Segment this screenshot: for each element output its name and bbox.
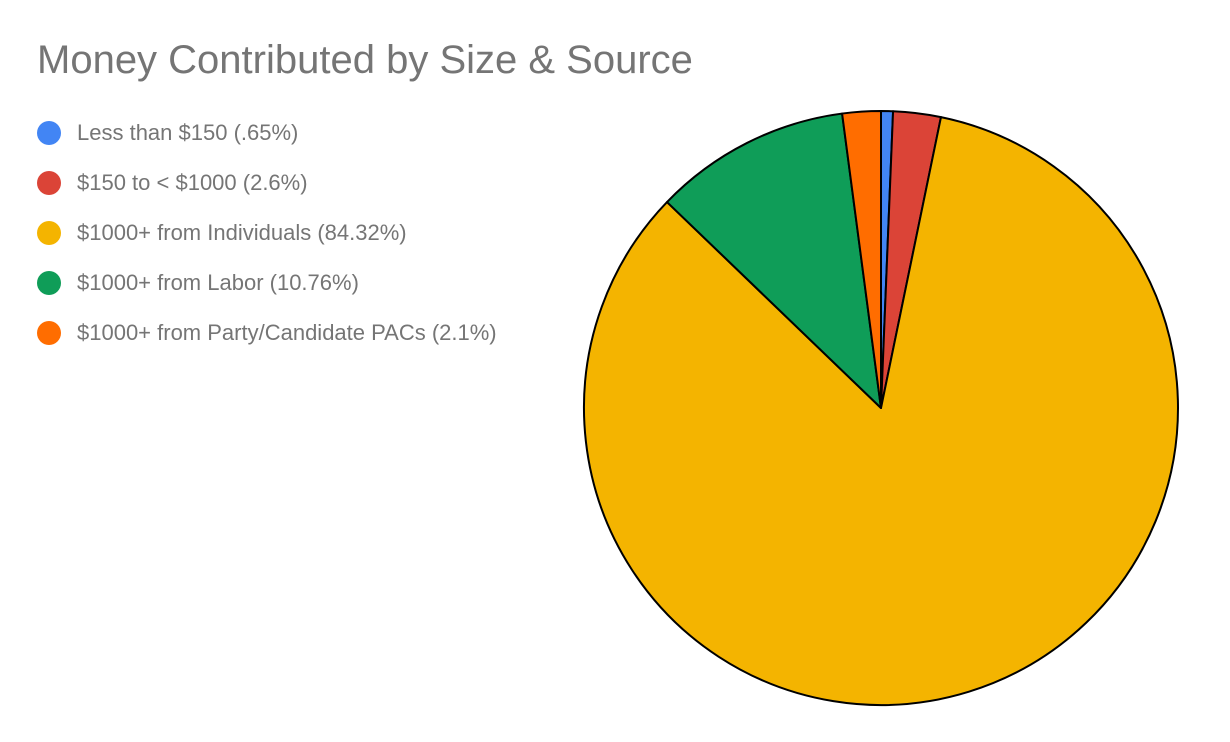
legend-label: $150 to < $1000 (2.6%) (77, 170, 308, 195)
legend-item: $1000+ from Labor (10.76%) (37, 258, 497, 308)
pie-slice (666, 112, 882, 409)
legend-swatch (37, 221, 61, 245)
chart-title: Money Contributed by Size & Source (37, 38, 693, 82)
legend-item: $1000+ from Individuals (84.32%) (37, 208, 497, 258)
legend-item: $150 to < $1000 (2.6%) (37, 158, 497, 208)
chart-legend: Less than $150 (.65%) $150 to < $1000 (2… (37, 108, 497, 358)
pie-slice (582, 116, 1179, 706)
legend-label: $1000+ from Labor (10.76%) (77, 270, 359, 295)
legend-label: $1000+ from Individuals (84.32%) (77, 220, 407, 245)
legend-swatch (37, 121, 61, 145)
legend-swatch (37, 321, 61, 345)
legend-label: Less than $150 (.65%) (77, 120, 299, 145)
legend-swatch (37, 171, 61, 195)
legend-item: $1000+ from Party/Candidate PACs (2.1%) (37, 308, 497, 358)
pie-slice (841, 110, 882, 409)
legend-item: Less than $150 (.65%) (37, 108, 497, 158)
legend-label: $1000+ from Party/Candidate PACs (2.1%) (77, 320, 497, 345)
legend-swatch (37, 271, 61, 295)
